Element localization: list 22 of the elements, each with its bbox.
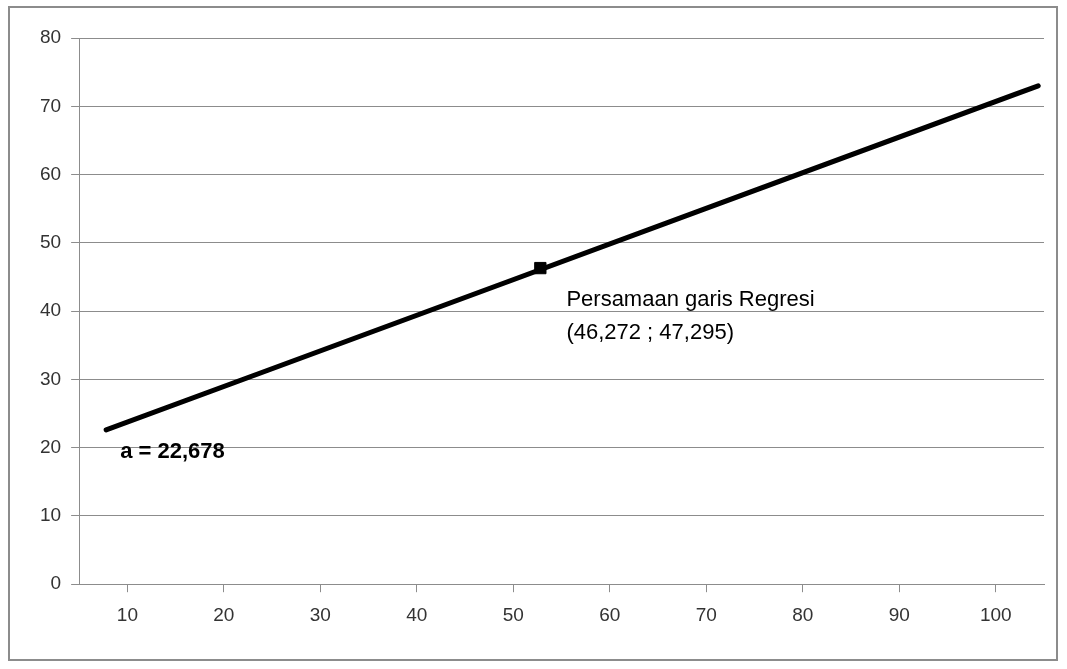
- annotation: Persamaan garis Regresi: [566, 286, 815, 312]
- y-tick-label: 70: [39, 94, 62, 116]
- x-tick-label: 30: [309, 603, 331, 625]
- x-tick-label: 40: [406, 603, 428, 625]
- annotation: a = 22,678: [120, 437, 225, 463]
- x-tick-label: 20: [213, 603, 235, 625]
- x-tick-label: 80: [792, 603, 814, 625]
- x-tick-label: 90: [888, 603, 910, 625]
- y-tick-label: 10: [39, 504, 62, 526]
- y-tick-label: 20: [39, 435, 62, 457]
- annotation: (46,272 ; 47,295): [566, 319, 734, 345]
- y-tick-label: 50: [39, 231, 62, 253]
- y-tick-label: 40: [39, 299, 62, 321]
- x-tick-label: 100: [979, 603, 1012, 625]
- y-tick-label: 80: [39, 26, 62, 48]
- y-tick-label: 60: [39, 162, 62, 184]
- y-tick-label: 30: [39, 367, 62, 389]
- x-tick-label: 50: [502, 603, 524, 625]
- x-tick-label: 60: [599, 603, 621, 625]
- x-tick-label: 10: [116, 603, 138, 625]
- x-tick-label: 70: [695, 603, 717, 625]
- y-tick-label: 0: [50, 572, 62, 594]
